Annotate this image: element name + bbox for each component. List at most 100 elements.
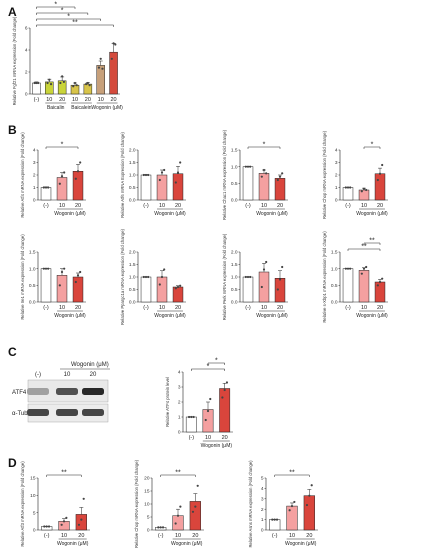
bar-charts: Relative Fgf21 mRNA expression (Fold cha… — [12, 2, 388, 548]
data-point — [61, 75, 64, 78]
treatment-label: Wogonin (μM) — [356, 313, 388, 319]
significance-label: * — [371, 142, 374, 149]
data-point — [37, 81, 40, 85]
data-point — [308, 494, 311, 497]
data-point — [42, 186, 45, 189]
significance-label: * — [67, 14, 70, 21]
data-point — [114, 43, 117, 46]
data-point — [63, 171, 66, 174]
data-point — [344, 186, 347, 189]
data-point — [76, 170, 80, 173]
data-point — [80, 518, 83, 521]
significance-bracket — [247, 146, 281, 149]
data-point — [365, 265, 368, 269]
y-tick-label: 10 — [30, 493, 36, 499]
y-tick-label: 6 — [25, 26, 28, 32]
treatment-label: Wogonin (μM) — [154, 211, 186, 217]
y-axis-label: Relative s-Xbp1 mRNA expression (Fold ch… — [322, 231, 327, 323]
data-point — [179, 505, 182, 508]
y-tick-label: 4 — [33, 148, 36, 154]
data-point — [158, 178, 161, 182]
data-point — [73, 81, 77, 85]
x-tick-label: (-) — [245, 305, 251, 311]
bar — [45, 81, 54, 95]
x-tick-label: 20 — [377, 305, 383, 311]
chart-7: Relative Perk mRNA expression (Fold chan… — [222, 233, 288, 320]
data-point — [63, 267, 66, 270]
data-point — [276, 178, 279, 182]
y-tick-label: 0.5 — [129, 185, 136, 191]
significance-bracket — [46, 474, 82, 477]
x-tick-label: 20 — [111, 97, 117, 103]
y-tick-label: 0 — [261, 528, 264, 534]
data-point — [159, 526, 162, 529]
data-point — [46, 81, 49, 85]
data-point — [163, 168, 166, 172]
data-point — [86, 81, 89, 85]
data-point — [58, 284, 61, 287]
significance-label: * — [263, 142, 266, 149]
y-tick-label: 4 — [178, 370, 181, 376]
significance-label: * — [54, 2, 57, 9]
data-point — [157, 526, 160, 529]
data-point — [273, 518, 276, 521]
data-point — [209, 397, 212, 401]
data-point — [378, 280, 382, 284]
x-tick-label: 10 — [59, 203, 65, 209]
data-point — [196, 484, 199, 487]
data-point — [79, 270, 82, 274]
y-tick-label: 1.5 — [231, 148, 238, 154]
x-tick-label: (-) — [158, 533, 164, 539]
treatment-label: Wogonin (μM) — [54, 211, 86, 217]
y-axis-label: Relative Atf3 mRNA expression (Fold chan… — [20, 461, 25, 547]
significance-label: * — [61, 142, 64, 149]
data-point — [44, 186, 48, 189]
y-tick-label: 0.0 — [129, 198, 136, 204]
group-label: Baicalein — [71, 105, 92, 111]
data-point — [378, 172, 382, 175]
treatment-label: Wogonin (μM) — [285, 541, 317, 547]
blot-band-label: α-Tubulin — [12, 411, 37, 417]
y-tick-label: 0.0 — [231, 198, 238, 204]
x-tick-label: (-) — [345, 203, 351, 209]
y-tick-label: 2.0 — [231, 250, 238, 256]
y-tick-label: 1 — [178, 415, 181, 421]
data-point — [271, 518, 274, 521]
y-tick-label: 0 — [178, 430, 181, 436]
y-axis-label: Relative ATF4 protein level — [165, 377, 170, 427]
x-tick-label: 10 — [46, 97, 52, 103]
data-point — [179, 284, 182, 287]
x-tick-label: 20 — [306, 533, 312, 539]
y-tick-label: 1.5 — [331, 250, 338, 256]
y-tick-label: 0.5 — [129, 287, 136, 293]
bar — [258, 173, 270, 201]
group-label: Wogonin (μM) — [91, 105, 123, 111]
bar — [156, 174, 168, 201]
data-point — [204, 418, 207, 422]
data-point — [75, 84, 78, 87]
bar — [374, 281, 386, 303]
y-tick-label: 3 — [261, 496, 264, 502]
data-point — [60, 270, 64, 274]
data-point — [35, 81, 38, 85]
x-tick-label: (-) — [34, 97, 40, 103]
data-point — [112, 42, 115, 45]
data-point — [278, 175, 282, 178]
y-axis-label: Relative Ppargc1a mRNA expression (Fold … — [120, 228, 125, 324]
bar — [286, 505, 298, 531]
y-axis-label: Relative Asns mRNA expression (Fold chan… — [248, 460, 253, 548]
treatment-label: Wogonin (μM) — [54, 313, 86, 319]
y-tick-label: 20 — [144, 476, 150, 482]
y-tick-label: 0 — [33, 198, 36, 204]
data-point — [82, 497, 85, 500]
y-tick-label: 1 — [335, 185, 338, 191]
x-tick-label: (-) — [189, 435, 195, 441]
panel-letter-B: B — [8, 123, 17, 137]
y-tick-label: 0.5 — [29, 283, 36, 289]
data-point — [77, 523, 81, 526]
chart-12: Relative Asns mRNA expression (Fold chan… — [248, 460, 318, 548]
treatment-label: Wogonin (μM) — [256, 211, 288, 217]
significance-bracket — [363, 146, 381, 149]
data-point — [160, 171, 164, 174]
